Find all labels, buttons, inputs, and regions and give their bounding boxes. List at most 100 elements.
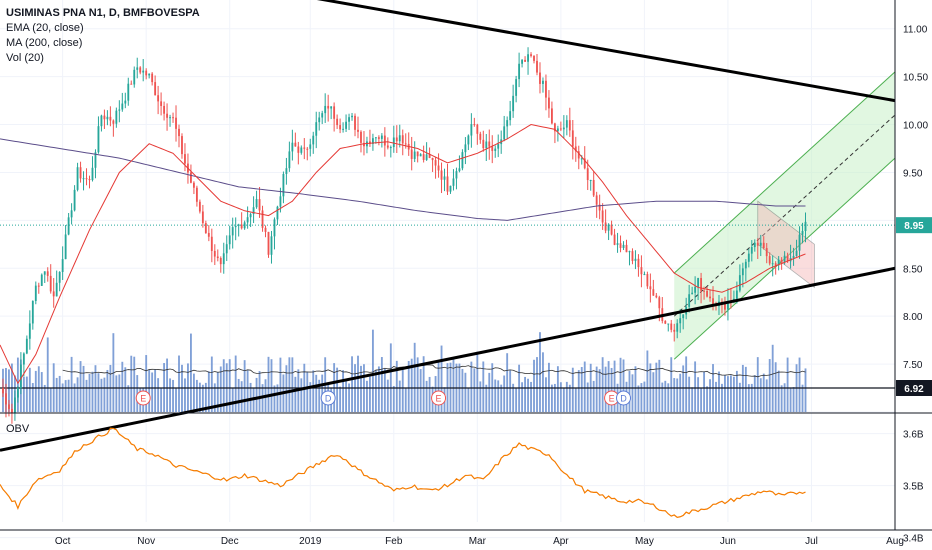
event-label: E <box>609 394 615 404</box>
volume-bar <box>771 344 774 412</box>
volume-bar <box>419 369 422 412</box>
legend-ema[interactable]: EMA (20, close) <box>6 22 84 34</box>
candle-body <box>383 135 386 146</box>
volume-bar <box>106 369 109 412</box>
candle-body <box>392 137 395 148</box>
trendline-support <box>0 266 896 452</box>
candle-body <box>178 128 180 137</box>
volume-bar <box>133 356 136 412</box>
candle-body <box>607 224 610 231</box>
volume-bar <box>94 365 97 412</box>
regression-channel[interactable] <box>673 71 896 360</box>
volume-bar <box>237 378 240 412</box>
volume-bar <box>536 357 538 412</box>
legend-vol[interactable]: Vol (20) <box>6 52 44 64</box>
candle-body <box>694 286 697 293</box>
volume-bar <box>121 361 124 412</box>
candle-body <box>198 201 201 212</box>
candle-body <box>398 135 401 142</box>
volume-bar <box>527 378 529 412</box>
candle-body <box>413 151 416 159</box>
candle-body <box>425 154 428 160</box>
volume-bar <box>22 376 25 412</box>
candle-body <box>28 323 31 339</box>
candle-body <box>619 243 622 248</box>
volume-bar <box>721 383 723 412</box>
legend-ma[interactable]: MA (200, close) <box>6 37 83 49</box>
volume-bar <box>76 377 79 412</box>
volume-bar <box>175 388 177 412</box>
volume-bar <box>789 387 792 412</box>
trendlines[interactable] <box>0 0 896 452</box>
volume-bar <box>750 383 753 412</box>
candle-body <box>294 142 297 147</box>
price-tick: 8.50 <box>903 264 923 275</box>
candle-body <box>697 278 700 287</box>
candle-body <box>530 54 532 56</box>
volume-bar <box>753 375 756 412</box>
price-tick: 11.00 <box>903 25 928 36</box>
candle-body <box>270 236 273 255</box>
candle-body <box>163 105 166 114</box>
candle-body <box>82 178 85 180</box>
candle-body <box>11 408 13 413</box>
candle-body <box>312 135 315 145</box>
candle-body <box>342 128 345 130</box>
candle-body <box>172 117 174 119</box>
candle-body <box>94 152 97 168</box>
volume-bar <box>312 370 315 412</box>
legend-symbol[interactable]: USIMINAS PNA N1, D, BMFBOVESPA <box>6 7 200 19</box>
volume-bar <box>243 360 246 412</box>
volume-bar <box>407 360 410 412</box>
candle-body <box>380 135 383 139</box>
candle-body <box>562 127 565 130</box>
obv-tick: 3.5B <box>903 482 924 493</box>
candle-body <box>309 144 312 149</box>
candle-body <box>512 95 515 112</box>
volume-bar <box>673 378 676 412</box>
volume-bar <box>154 369 157 412</box>
obv-legend[interactable]: OBV <box>6 423 30 435</box>
candle-body <box>515 79 518 96</box>
volume-bar <box>598 369 601 412</box>
candle-body <box>228 235 231 245</box>
candle-body <box>285 168 288 175</box>
candle-body <box>598 204 601 211</box>
candle-body <box>243 222 246 229</box>
volume-ma-line <box>62 364 806 378</box>
volume-bar <box>166 358 168 412</box>
candle-body <box>801 230 804 235</box>
time-tick: Jul <box>805 536 818 547</box>
candle-body <box>76 167 79 190</box>
candle-body <box>762 242 765 249</box>
candle-body <box>744 261 747 269</box>
volume-bar <box>216 372 219 412</box>
candle-body <box>339 125 342 130</box>
candle-body <box>735 290 738 299</box>
candle-body <box>446 176 449 192</box>
candle-body <box>100 115 103 127</box>
volume-bar <box>768 359 771 412</box>
candle-body <box>225 244 228 254</box>
event-marker <box>320 390 336 406</box>
volume-bar <box>664 380 667 412</box>
volume-bar <box>670 357 673 412</box>
volume-bar <box>67 379 70 412</box>
volume-bar <box>204 382 207 412</box>
candle-body <box>443 176 446 180</box>
candle-body <box>207 232 210 237</box>
candle-body <box>625 244 628 253</box>
volume-bar <box>369 376 371 412</box>
candle-body <box>777 259 780 266</box>
candle-body <box>282 174 285 197</box>
candle-body <box>127 83 130 101</box>
volume-bar <box>291 357 294 412</box>
volume-bar <box>357 355 359 412</box>
candle-body <box>288 151 291 169</box>
volume-bar <box>321 374 324 412</box>
volume-bar <box>512 383 515 412</box>
volume-bar <box>706 386 708 412</box>
